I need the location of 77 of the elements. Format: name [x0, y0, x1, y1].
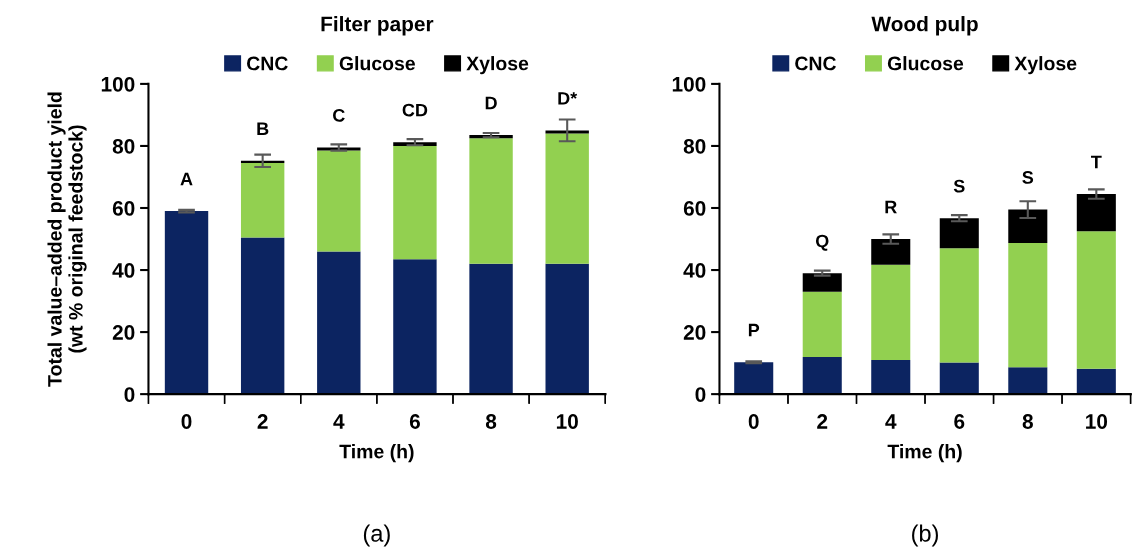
bar: [939, 362, 979, 395]
bar: [469, 138, 513, 264]
bar: [734, 362, 774, 395]
x-tick-label: 4: [333, 414, 345, 429]
y-tick-label: 0: [695, 387, 706, 402]
annotation: B: [257, 122, 269, 135]
annotation: R: [885, 200, 897, 214]
legend-label: Xylose: [466, 56, 529, 75]
annotation: Q: [815, 234, 829, 251]
y-tick-label: 100: [101, 76, 135, 92]
y-tick-label: 60: [112, 200, 135, 216]
x-tick-label: 8: [485, 414, 497, 429]
annotation: D: [485, 96, 497, 110]
annotation: T: [1091, 155, 1102, 169]
bar: [240, 163, 285, 238]
x-tick-label: 4: [885, 414, 897, 429]
x-axis-title: Time (h): [339, 444, 414, 463]
bar: [802, 291, 842, 357]
bar: [802, 356, 842, 395]
x-axis-title: Time (h): [887, 444, 962, 463]
bar: [545, 133, 589, 264]
x-tick-label: 0: [181, 414, 192, 429]
x-tick-label: 8: [1022, 414, 1033, 429]
legend-label: Glucose: [339, 56, 415, 71]
x-tick-label: 10: [556, 414, 578, 429]
annotation: D*: [558, 92, 578, 105]
bar: [1008, 209, 1048, 244]
bar: [871, 239, 911, 265]
annotation: S: [953, 179, 965, 193]
legend-label: CNC: [247, 56, 288, 71]
bar: [393, 145, 437, 260]
y-tick-label: 60: [683, 200, 706, 216]
x-tick-label: 10: [1086, 414, 1108, 429]
x-tick-label: 6: [954, 414, 965, 429]
annotation: S: [1022, 171, 1034, 184]
x-tick-label: 6: [409, 414, 420, 429]
text: (a): [363, 524, 390, 547]
bar: [393, 259, 437, 395]
chart-title: Filter paper: [321, 16, 434, 36]
bar: [317, 150, 361, 252]
bar: [317, 251, 361, 395]
bar: [545, 130, 589, 134]
x-tick-label: 0: [748, 414, 759, 429]
bar: [1076, 231, 1116, 369]
annotation: C: [333, 109, 345, 122]
bar: [802, 273, 842, 292]
legend-label: Glucose: [887, 56, 964, 71]
y-tick-label: 80: [112, 138, 135, 154]
bar: [469, 263, 513, 395]
bar: [1076, 368, 1116, 395]
bar: [1008, 243, 1048, 368]
annotation: P: [748, 323, 760, 337]
y-tick-label: 20: [112, 325, 135, 340]
y-tick-label: 0: [124, 387, 135, 402]
text: (b): [912, 524, 938, 547]
chart-title: Wood pulp: [871, 16, 978, 36]
bar: [164, 211, 209, 395]
legend-label: Xylose: [1014, 56, 1077, 75]
bar: [871, 264, 911, 360]
bar: [871, 360, 911, 395]
annotation: CD: [402, 103, 428, 117]
bar: [1008, 367, 1048, 395]
y-tick-label: 80: [683, 138, 706, 154]
bar: [545, 263, 589, 395]
y-tick-label: 20: [683, 325, 706, 340]
y-tick-label: 40: [683, 263, 706, 278]
bar: [240, 237, 285, 395]
bar: [1076, 194, 1116, 232]
y-tick-label: 100: [672, 76, 706, 92]
y-tick-label: 40: [112, 263, 135, 278]
legend-label: CNC: [795, 56, 836, 71]
annotation: A: [180, 172, 193, 186]
y-axis-title: Total value–added product yield (wt % original feedstock): [47, 92, 87, 387]
bar: [939, 248, 979, 363]
x-tick-label: 2: [257, 414, 268, 429]
x-tick-label: 2: [817, 414, 828, 429]
bar: [939, 218, 979, 249]
